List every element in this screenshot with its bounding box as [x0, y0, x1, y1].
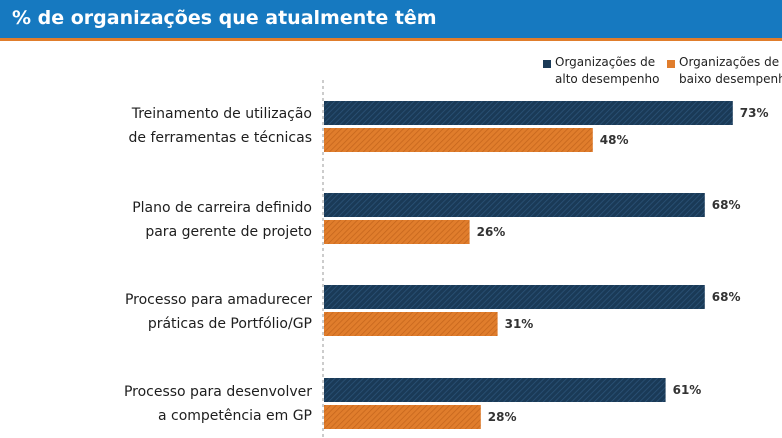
category-label: Treinamento de utilização de ferramentas…: [128, 106, 312, 146]
bar-value-label: 73%: [740, 106, 769, 120]
legend-label-high: Organizações de alto desempenho: [555, 55, 660, 86]
bar-high: [324, 285, 705, 309]
bar-high: [324, 193, 705, 217]
bar-low: [324, 128, 593, 152]
bar-value-label: 68%: [712, 198, 741, 212]
bar-value-label: 26%: [477, 225, 506, 239]
legend-label-low: Organizações de baixo desempenho: [679, 55, 782, 86]
category-label: Processo para amadurecer práticas de Por…: [124, 292, 312, 332]
bar-value-label: 68%: [712, 290, 741, 304]
category-label: Plano de carreira definido para gerente …: [132, 200, 312, 240]
bar-low: [324, 312, 498, 336]
chart-title: % de organizações que atualmente têm: [12, 7, 437, 29]
category-label: Processo para desenvolver a competência …: [123, 384, 312, 424]
legend-swatch-low: [667, 60, 675, 68]
bar-value-label: 31%: [505, 317, 534, 331]
bar-low: [324, 220, 470, 244]
bar-high: [324, 101, 733, 125]
bar-high: [324, 378, 666, 402]
bar-low: [324, 405, 481, 429]
header-bar: [0, 0, 782, 38]
bar-value-label: 48%: [600, 133, 629, 147]
bar-value-label: 61%: [673, 383, 702, 397]
header-stripe: [0, 38, 782, 41]
bar-value-label: 28%: [488, 410, 517, 424]
legend-swatch-high: [543, 60, 551, 68]
